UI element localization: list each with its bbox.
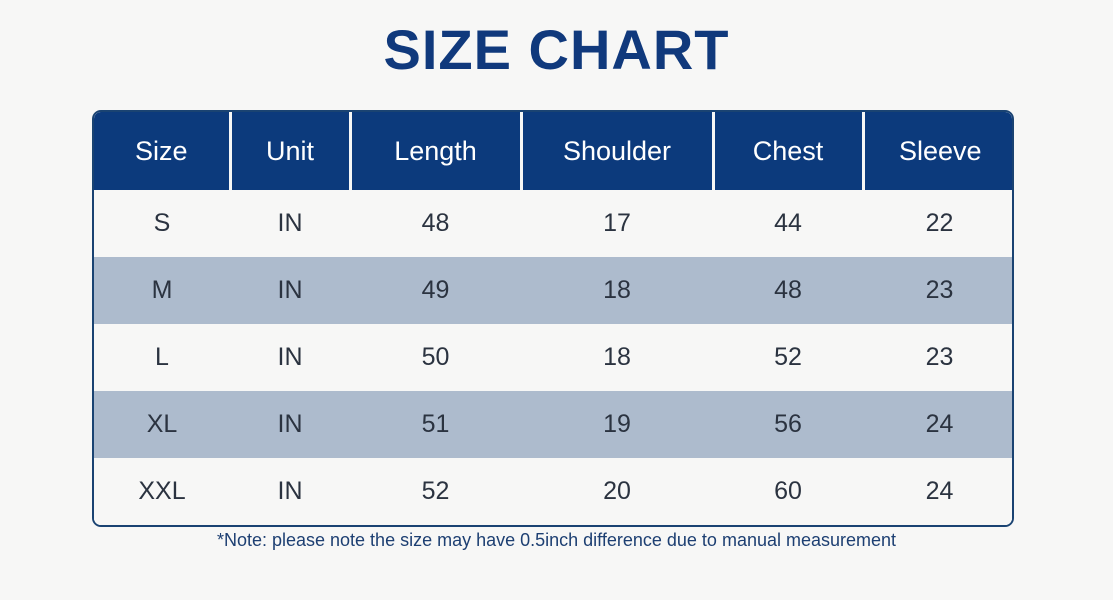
column-header-size: Size bbox=[94, 112, 232, 190]
cell-shoulder: 18 bbox=[603, 276, 631, 304]
column-header-length: Length bbox=[348, 112, 523, 190]
cell-unit: IN bbox=[277, 477, 303, 505]
table-row: XL IN 51 19 56 24 bbox=[94, 391, 1012, 458]
measurement-note: *Note: please note the size may have 0.5… bbox=[216, 530, 897, 550]
cell-length: 52 bbox=[421, 477, 450, 505]
cell-chest: 48 bbox=[774, 276, 802, 304]
table-row: S IN 48 17 44 22 bbox=[94, 190, 1012, 257]
cell-unit: IN bbox=[277, 343, 303, 371]
cell-shoulder: 18 bbox=[603, 343, 631, 371]
cell-sleeve: 24 bbox=[925, 410, 954, 438]
cell-length: 49 bbox=[421, 276, 450, 304]
column-header-unit: Unit bbox=[228, 112, 352, 190]
cell-shoulder: 20 bbox=[603, 477, 631, 505]
cell-sleeve: 23 bbox=[925, 343, 954, 371]
cell-length: 48 bbox=[421, 209, 450, 237]
cell-size: M bbox=[151, 276, 173, 304]
cell-unit: IN bbox=[277, 410, 303, 438]
table-row: XXL IN 52 20 60 24 bbox=[94, 458, 1012, 525]
cell-chest: 60 bbox=[774, 477, 802, 505]
column-header-chest: Chest bbox=[711, 112, 865, 190]
cell-unit: IN bbox=[277, 276, 303, 304]
cell-unit: IN bbox=[277, 209, 303, 237]
table-row: L IN 50 18 52 23 bbox=[94, 324, 1012, 391]
size-table: Size Unit Length Shoulder Chest Sleeve S… bbox=[94, 112, 1012, 525]
cell-size: L bbox=[155, 343, 169, 371]
table-body: S IN 48 17 44 22 M IN 49 18 48 23 L bbox=[94, 190, 1012, 525]
table-row: M IN 49 18 48 23 bbox=[94, 257, 1012, 324]
cell-size: XXL bbox=[138, 477, 186, 505]
cell-sleeve: 24 bbox=[925, 477, 954, 505]
table-header: Size Unit Length Shoulder Chest Sleeve bbox=[94, 112, 1012, 190]
cell-length: 50 bbox=[421, 343, 450, 371]
size-table-container: Size Unit Length Shoulder Chest Sleeve S… bbox=[92, 110, 1014, 527]
column-header-shoulder: Shoulder bbox=[519, 112, 715, 190]
cell-chest: 56 bbox=[774, 410, 802, 438]
cell-shoulder: 17 bbox=[603, 209, 631, 237]
cell-shoulder: 19 bbox=[603, 410, 631, 438]
column-header-sleeve: Sleeve bbox=[861, 112, 1012, 190]
page-title: SIZE CHART bbox=[383, 18, 730, 81]
cell-size: S bbox=[153, 209, 171, 237]
cell-length: 51 bbox=[421, 410, 450, 438]
cell-chest: 44 bbox=[774, 209, 802, 237]
cell-sleeve: 23 bbox=[925, 276, 954, 304]
table-header-row: Size Unit Length Shoulder Chest Sleeve bbox=[94, 112, 1012, 190]
cell-chest: 52 bbox=[774, 343, 802, 371]
cell-size: XL bbox=[146, 410, 178, 438]
cell-sleeve: 22 bbox=[925, 209, 954, 237]
